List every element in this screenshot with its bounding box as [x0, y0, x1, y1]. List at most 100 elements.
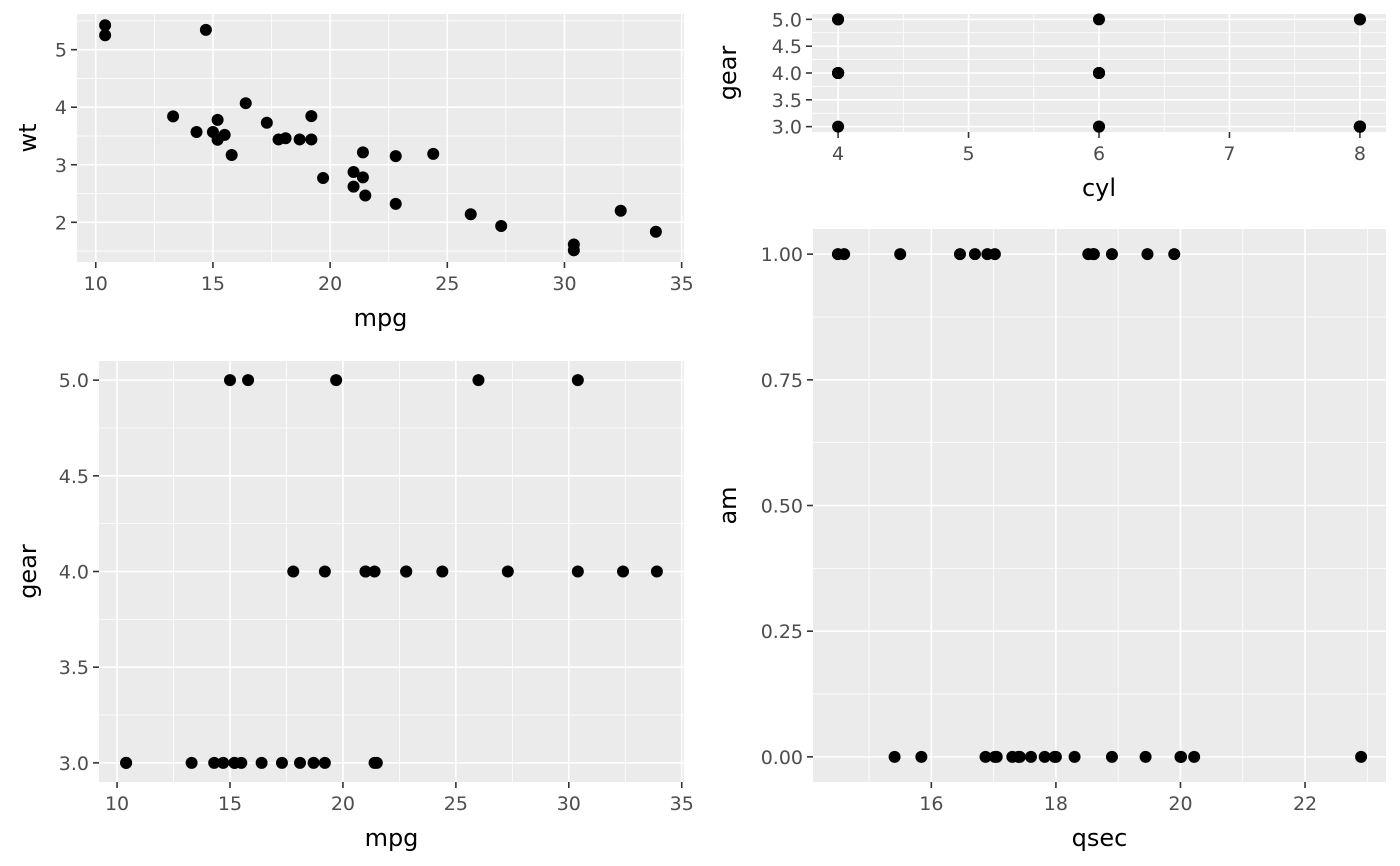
x-tick-label: 5: [962, 143, 974, 165]
data-point: [1353, 13, 1366, 26]
x-axis-title: mpg: [354, 304, 408, 332]
x-tick-label: 4: [832, 143, 844, 165]
x-tick-label: 16: [919, 793, 943, 815]
data-point: [293, 133, 306, 146]
data-point: [1048, 750, 1061, 763]
x-tick-label: 10: [105, 793, 129, 815]
data-point: [953, 248, 966, 261]
data-point: [99, 19, 112, 32]
y-tick-label: 0.25: [761, 621, 803, 643]
data-point: [649, 225, 662, 238]
data-point: [832, 67, 845, 79]
data-point: [400, 565, 413, 578]
y-axis-title: wt: [14, 123, 42, 152]
data-point: [228, 756, 241, 769]
data-point: [1093, 120, 1105, 133]
data-point: [389, 150, 402, 163]
data-point: [832, 13, 845, 26]
x-tick-label: 20: [318, 273, 342, 295]
data-point: [1006, 750, 1019, 763]
data-point: [571, 374, 584, 387]
data-point: [260, 116, 273, 129]
y-tick-label: 4.0: [772, 63, 802, 85]
data-point: [1353, 120, 1366, 133]
data-point: [1105, 750, 1118, 763]
x-tick-label: 15: [218, 793, 242, 815]
data-point: [167, 110, 180, 123]
data-point: [501, 565, 514, 578]
data-point: [1024, 750, 1037, 763]
data-point: [1087, 248, 1100, 261]
data-point: [832, 120, 845, 133]
data-point: [1355, 750, 1368, 763]
y-axis-title: gear: [714, 46, 742, 101]
x-tick-label: 35: [670, 273, 694, 295]
y-tick-label: 4.5: [59, 466, 89, 488]
data-point: [217, 756, 230, 769]
data-point: [368, 565, 381, 578]
data-point: [436, 565, 449, 578]
y-tick-label: 2: [55, 212, 67, 234]
data-point: [359, 565, 372, 578]
data-point: [305, 110, 318, 123]
data-point: [1139, 750, 1152, 763]
data-point: [617, 565, 630, 578]
data-point: [981, 248, 994, 261]
data-point: [1038, 750, 1051, 763]
x-tick-label: 7: [1223, 143, 1235, 165]
data-point: [894, 248, 907, 261]
data-point: [495, 220, 508, 233]
y-tick-label: 5.0: [59, 370, 89, 392]
y-tick-label: 0.75: [761, 370, 803, 392]
scatter-plot-mpg-wt: 10 15 20 25 30 35 2 3 4 5 mpg wt: [14, 14, 694, 332]
x-tick-label: 20: [331, 793, 355, 815]
data-point: [1175, 750, 1188, 763]
y-tick-label: 5.0: [772, 9, 802, 31]
y-tick-label: 4: [55, 97, 67, 119]
data-point: [224, 374, 237, 387]
x-tick-label: 10: [84, 273, 108, 295]
data-point: [567, 244, 580, 257]
data-point: [464, 208, 477, 221]
data-point: [347, 165, 360, 178]
data-point: [979, 750, 992, 763]
data-point: [370, 756, 383, 769]
panel-background: [77, 14, 684, 262]
y-tick-label: 3: [55, 155, 67, 177]
x-tick-label: 18: [1044, 793, 1068, 815]
y-tick-label: 3.0: [772, 117, 802, 139]
data-point: [915, 750, 928, 763]
data-point: [199, 23, 212, 36]
data-point: [272, 133, 285, 146]
data-point: [1105, 248, 1118, 261]
y-tick-label: 1.00: [761, 244, 803, 266]
data-point: [990, 750, 1003, 763]
x-tick-label: 25: [444, 793, 468, 815]
data-point: [190, 125, 203, 138]
data-point: [650, 565, 663, 578]
data-point: [242, 374, 255, 387]
data-point: [211, 113, 224, 126]
data-point: [318, 565, 331, 578]
data-point: [356, 171, 369, 184]
data-point: [239, 97, 252, 110]
y-tick-label: 3.5: [772, 90, 802, 112]
x-tick-label: 35: [670, 793, 694, 815]
x-tick-label: 30: [557, 793, 581, 815]
data-point: [347, 180, 360, 193]
data-point: [307, 756, 320, 769]
x-axis-title: cyl: [1082, 174, 1116, 202]
data-point: [838, 248, 851, 261]
y-tick-label: 4.0: [59, 562, 89, 584]
data-point: [305, 133, 318, 146]
data-point: [1168, 248, 1181, 261]
y-tick-label: 0.50: [761, 496, 803, 518]
data-point: [225, 148, 238, 161]
data-point: [356, 146, 369, 159]
data-point: [294, 756, 307, 769]
x-tick-label: 22: [1293, 793, 1317, 815]
y-tick-label: 4.5: [772, 36, 802, 58]
x-tick-label: 8: [1354, 143, 1366, 165]
data-point: [427, 147, 440, 160]
